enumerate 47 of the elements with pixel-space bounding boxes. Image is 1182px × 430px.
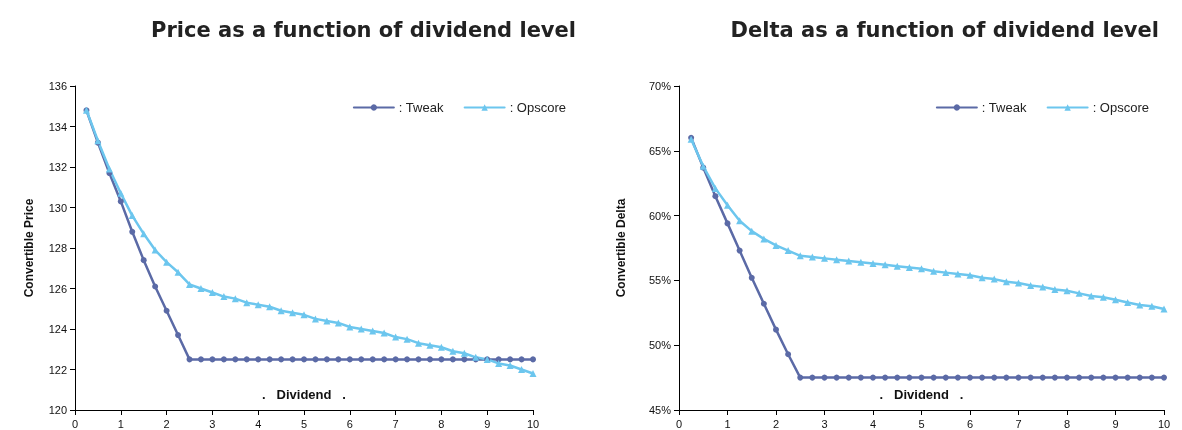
x-tick-label: 8 <box>438 417 445 430</box>
y-tick-label: 55% <box>648 274 672 287</box>
x-tick-label: 6 <box>966 417 974 430</box>
x-tick-label: 7 <box>1015 417 1022 430</box>
x-tick-label: 4 <box>869 417 877 430</box>
x-tick-label: 10 <box>526 417 540 430</box>
x-tick-label: 5 <box>918 417 925 430</box>
y-tick-label: 65% <box>648 144 672 157</box>
y-tick-label: 132 <box>48 161 67 173</box>
y-axis-title: Convertible Delta <box>614 198 628 298</box>
legend-label: : Tweak <box>981 100 1027 115</box>
x-tick-label: 7 <box>392 417 399 430</box>
legend-label: : Opscore <box>509 100 566 115</box>
y-tick-label: 128 <box>48 242 67 254</box>
x-tick-label: 0 <box>675 417 683 430</box>
y-tick-label: 126 <box>48 282 67 295</box>
legend-label: : Tweak <box>398 100 444 115</box>
x-tick-label: 3 <box>209 417 216 430</box>
y-tick-label: 122 <box>48 363 67 376</box>
x-tick-label: 2 <box>163 417 170 430</box>
x-tick-label: 9 <box>1112 417 1119 430</box>
y-tick-label: 136 <box>48 80 67 92</box>
y-tick-label: 134 <box>48 120 67 133</box>
x-tick-label: 2 <box>772 417 780 430</box>
x-tick-label: 0 <box>71 417 79 430</box>
x-axis-title: . Dividend . <box>879 387 964 402</box>
y-axis-title: Convertible Price <box>22 198 36 298</box>
chart-title: Price as a function of dividend level <box>151 17 576 42</box>
y-tick-label: 124 <box>48 323 67 335</box>
legend-label: : Opscore <box>1092 100 1149 115</box>
x-tick-label: 1 <box>724 417 731 430</box>
x-tick-label: 4 <box>255 417 262 430</box>
y-tick-label: 130 <box>48 201 67 214</box>
y-tick-label: 45% <box>648 404 672 416</box>
y-tick-label: 70% <box>648 80 672 92</box>
x-tick-label: 10 <box>1157 417 1171 430</box>
y-tick-label: 120 <box>48 404 67 416</box>
x-tick-label: 3 <box>821 417 828 430</box>
y-tick-label: 60% <box>648 209 672 222</box>
x-tick-label: 1 <box>117 417 124 430</box>
x-tick-label: 8 <box>1063 417 1071 430</box>
y-tick-label: 50% <box>648 339 672 352</box>
x-tick-label: 5 <box>300 417 308 430</box>
x-tick-label: 6 <box>346 417 353 430</box>
x-tick-label: 9 <box>484 417 491 430</box>
x-axis-title: . Dividend . <box>262 387 346 402</box>
chart-title: Delta as a function of dividend level <box>730 17 1160 42</box>
